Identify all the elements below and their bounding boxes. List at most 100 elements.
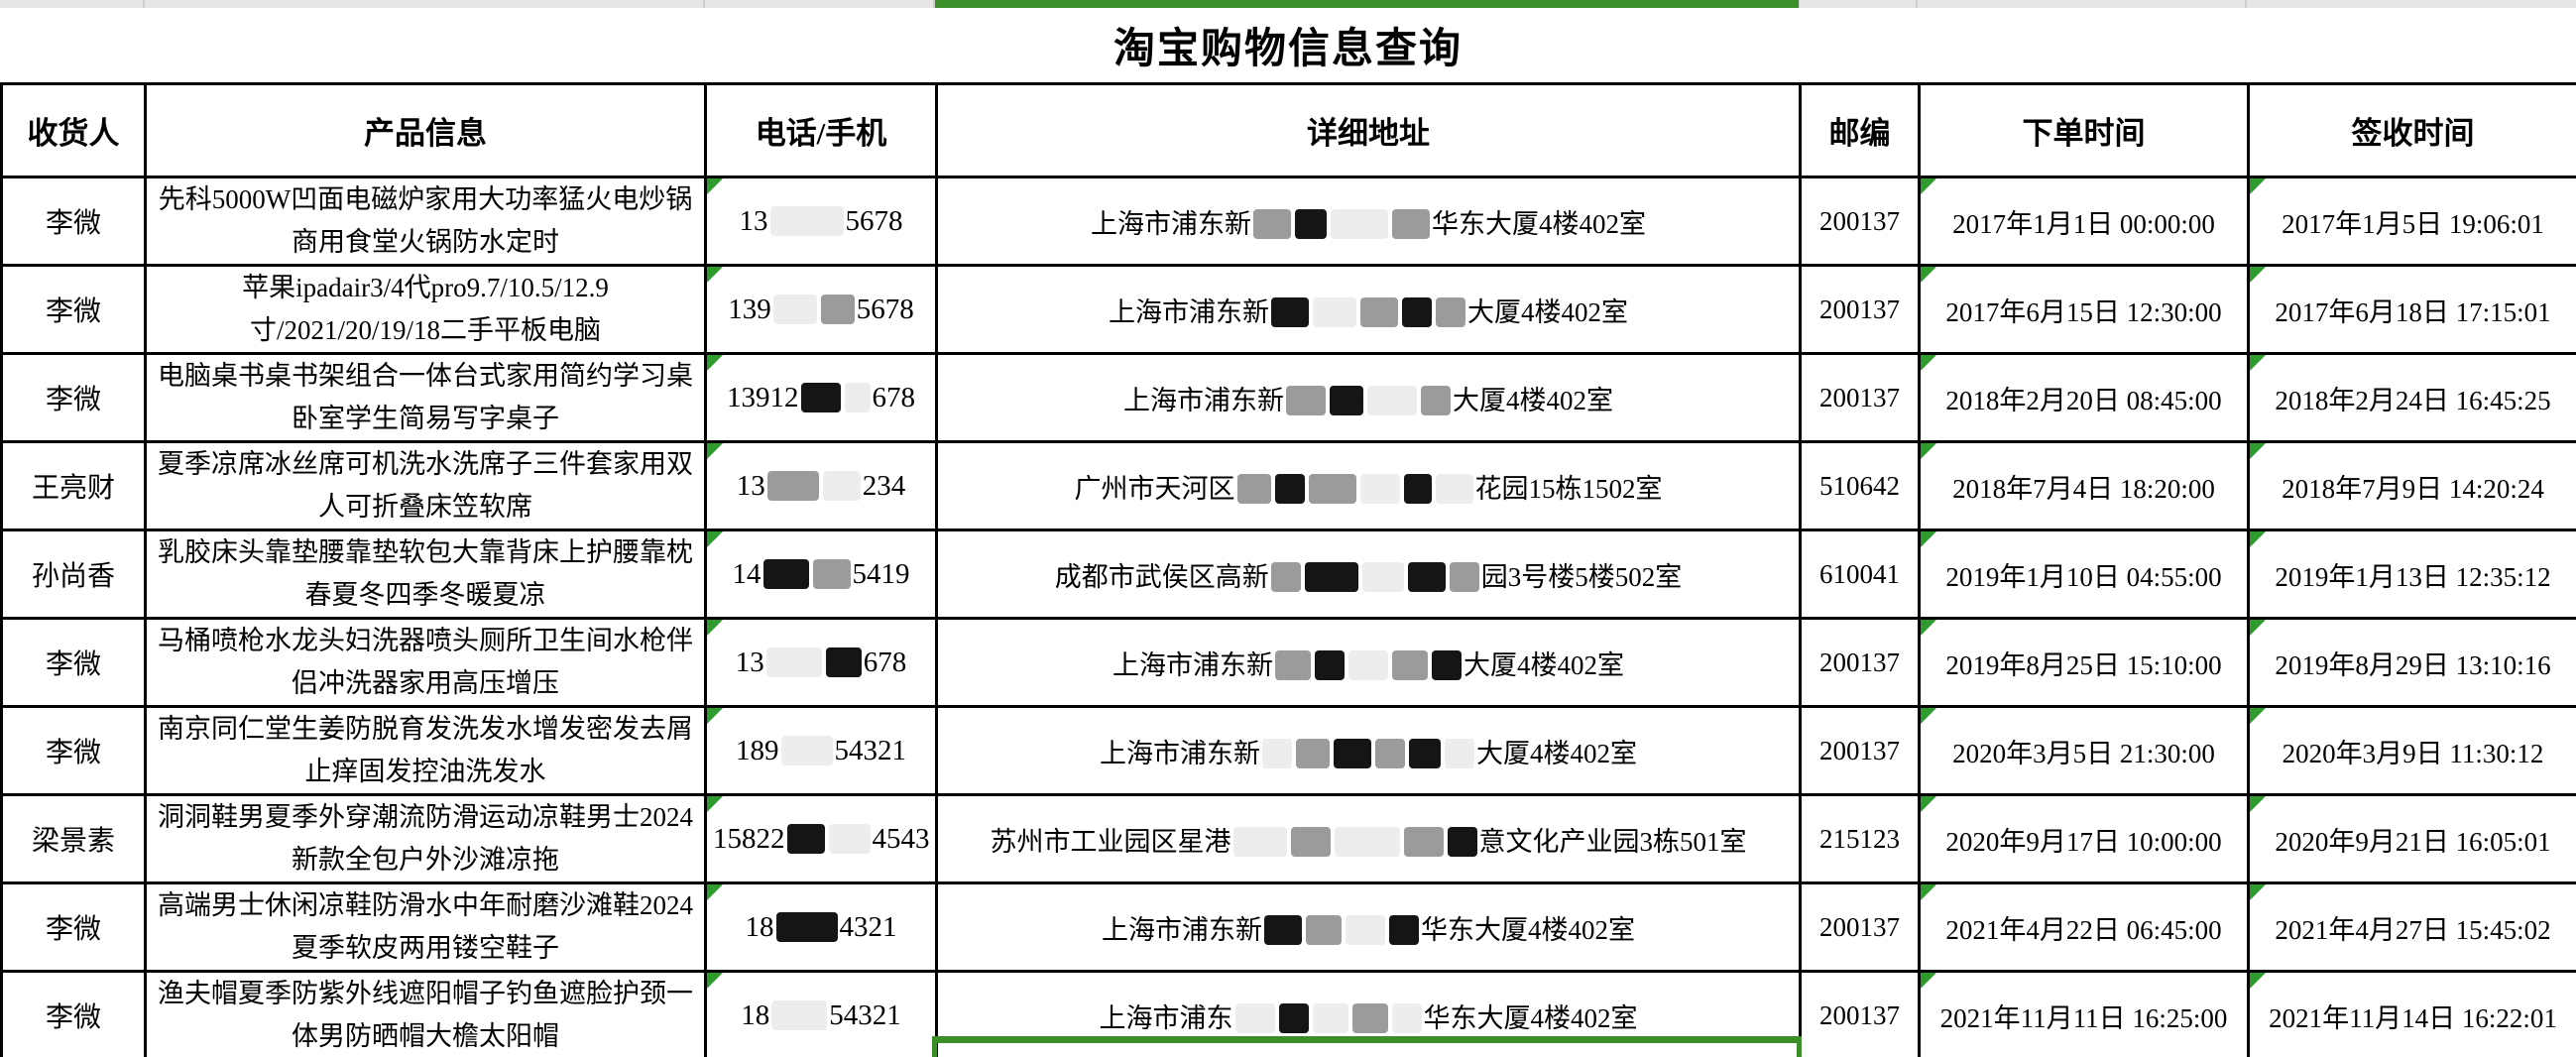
cell-sign-time[interactable]: 2018年2月24日 16:45:25 [2247,352,2576,443]
cell-order-time[interactable]: 2020年3月5日 21:30:00 [1918,705,2250,796]
visible-text: 大厦4楼402室 [1476,738,1637,768]
cell-zip[interactable]: 200137 [1799,970,1921,1057]
table-row: 李微 马桶喷枪水龙头妇洗器喷头厕所卫生间水枪伴侣冲洗器家用高压增压 13 678 上海市… [0,617,2576,708]
cell-sign-time[interactable]: 2021年4月27日 15:45:02 [2247,881,2576,973]
cell-address[interactable]: 上海市浦东 华东大厦4楼402室 [935,970,1802,1057]
cell-zip[interactable]: 200137 [1799,705,1921,796]
cell-phone[interactable]: 15822 4543 [704,793,938,884]
cell-product[interactable]: 夏季凉席冰丝席可机洗水洗席子三件套家用双人可折叠床笠软席 [144,440,707,531]
visible-text: 2019年1月10日 04:55:00 [1945,561,2222,592]
selected-column-indicator [935,0,1799,8]
visible-text: 成都市武侯区高新 [1054,561,1269,592]
cell-address[interactable]: 上海市浦东新 大厦4楼402室 [935,264,1802,355]
column-separator [143,0,145,8]
cell-order-time[interactable]: 2020年9月17日 10:00:00 [1918,793,2250,884]
cell-address[interactable]: 上海市浦东新 华东大厦4楼402室 [935,176,1802,267]
cell-recipient[interactable]: 梁景素 [0,793,147,884]
col-header-zip[interactable]: 邮编 [1799,82,1921,178]
cell-address[interactable]: 广州市天河区 花园15栋1502室 [935,440,1802,531]
cell-recipient[interactable]: 李微 [0,176,147,267]
visible-text: 2018年2月24日 16:45:25 [2275,385,2551,415]
cell-phone[interactable]: 139 5678 [704,264,938,355]
cell-address[interactable]: 苏州市工业园区星港 意文化产业园3栋501室 [935,793,1802,884]
cell-recipient[interactable]: 李微 [0,881,147,973]
cell-product[interactable]: 电脑桌书桌书架组合一体台式家用简约学习桌卧室学生简易写字桌子 [144,352,707,443]
visible-text: 华东大厦4楼402室 [1432,208,1646,239]
col-header-recipient[interactable]: 收货人 [0,82,147,178]
redaction-box [1234,1002,1275,1033]
cell-address[interactable]: 上海市浦东新 大厦4楼402室 [935,352,1802,443]
col-header-sign-time[interactable]: 签收时间 [2247,82,2576,178]
cell-product[interactable]: 高端男士休闲凉鞋防滑水中年耐磨沙滩鞋2024夏季软皮两用镂空鞋子 [144,881,707,973]
redaction-box [1407,561,1446,592]
redaction-box [1304,561,1358,592]
cell-zip[interactable]: 200137 [1799,617,1921,708]
visible-text: 13 [736,469,765,502]
cell-product[interactable]: 渔夫帽夏季防紫外线遮阳帽子钓鱼遮脸护颈一体男防晒帽大檐太阳帽 [144,970,707,1057]
cell-sign-time[interactable]: 2020年3月9日 11:30:12 [2247,705,2576,796]
col-header-product[interactable]: 产品信息 [144,82,707,178]
cell-product[interactable]: 乳胶床头靠垫腰靠垫软包大靠背床上护腰靠枕春夏冬四季冬暖夏凉 [144,528,707,620]
redaction-box [1334,826,1400,857]
cell-phone[interactable]: 18 54321 [704,970,938,1057]
cell-order-time[interactable]: 2018年2月20日 08:45:00 [1918,352,2250,443]
cell-zip[interactable]: 610041 [1799,528,1921,620]
cell-phone[interactable]: 18 4321 [704,881,938,973]
visible-text: 上海市浦东新 [1109,296,1269,327]
page-title[interactable]: 淘宝购物信息查询 [1112,27,1463,72]
cell-address[interactable]: 成都市武侯区高新 园3号楼5楼502室 [935,528,1802,620]
cell-phone[interactable]: 13 678 [704,617,938,708]
cell-address[interactable]: 上海市浦东新 华东大厦4楼402室 [935,881,1802,973]
redaction-box [1262,738,1292,768]
cell-recipient[interactable]: 李微 [0,264,147,355]
visible-text: 13912 [727,381,799,413]
cell-sign-time[interactable]: 2017年6月18日 17:15:01 [2247,264,2576,355]
redaction-box [1351,1002,1388,1033]
visible-text: 234 [862,469,906,502]
cell-product[interactable]: 马桶喷枪水龙头妇洗器喷头厕所卫生间水枪伴侣冲洗器家用高压增压 [144,617,707,708]
cell-sign-time[interactable]: 2020年9月21日 16:05:01 [2247,793,2576,884]
cell-phone[interactable]: 13 234 [704,440,938,531]
cell-zip[interactable]: 200137 [1799,881,1921,973]
cell-sign-time[interactable]: 2017年1月5日 19:06:01 [2247,176,2576,267]
cell-address[interactable]: 上海市浦东新 大厦4楼402室 [935,617,1802,708]
cell-product[interactable]: 先科5000W凹面电磁炉家用大功率猛火电炒锅商用食堂火锅防水定时 [144,176,707,267]
cell-phone[interactable]: 14 5419 [704,528,938,620]
cell-sign-time[interactable]: 2019年8月29日 13:10:16 [2247,617,2576,708]
cell-zip[interactable]: 200137 [1799,352,1921,443]
cell-product[interactable]: 南京同仁堂生姜防脱育发洗发水增发密发去屑止痒固发控油洗发水 [144,705,707,796]
cell-order-time[interactable]: 2018年7月4日 18:20:00 [1918,440,2250,531]
cell-order-time[interactable]: 2019年1月10日 04:55:00 [1918,528,2250,620]
error-indicator-triangle [708,709,723,724]
cell-product[interactable]: 洞洞鞋男夏季外穿潮流防滑运动凉鞋男士2024新款全包户外沙滩凉拖 [144,793,707,884]
col-header-address[interactable]: 详细地址 [935,82,1802,178]
cell-zip[interactable]: 215123 [1799,793,1921,884]
cell-zip[interactable]: 510642 [1799,440,1921,531]
cell-phone[interactable]: 13912 678 [704,352,938,443]
cell-phone[interactable]: 189 54321 [704,705,938,796]
cell-recipient[interactable]: 李微 [0,617,147,708]
cell-sign-time[interactable]: 2018年7月9日 14:20:24 [2247,440,2576,531]
cell-order-time[interactable]: 2017年1月1日 00:00:00 [1918,176,2250,267]
visible-text: 2020年3月9日 11:30:12 [2282,738,2544,768]
error-indicator-triangle [2251,532,2266,547]
cell-order-time[interactable]: 2017年6月15日 12:30:00 [1918,264,2250,355]
cell-order-time[interactable]: 2021年4月22日 06:45:00 [1918,881,2250,973]
cell-sign-time[interactable]: 2019年1月13日 12:35:12 [2247,528,2576,620]
cell-recipient[interactable]: 李微 [0,352,147,443]
cell-recipient[interactable]: 李微 [0,705,147,796]
cell-phone[interactable]: 13 5678 [704,176,938,267]
cell-order-time[interactable]: 2021年11月11日 16:25:00 [1918,970,2250,1057]
cell-sign-time[interactable]: 2021年11月14日 16:22:01 [2247,970,2576,1057]
cell-zip[interactable]: 200137 [1799,176,1921,267]
cell-address[interactable]: 上海市浦东新 大厦4楼402室 [935,705,1802,796]
cell-order-time[interactable]: 2019年8月25日 15:10:00 [1918,617,2250,708]
col-header-order-time[interactable]: 下单时间 [1918,82,2250,178]
cell-recipient[interactable]: 孙尚香 [0,528,147,620]
redaction-box [1367,385,1417,415]
cell-zip[interactable]: 200137 [1799,264,1921,355]
col-header-phone[interactable]: 电话/手机 [704,82,938,178]
cell-recipient[interactable]: 王亮财 [0,440,147,531]
cell-product[interactable]: 苹果ipadair3/4代pro9.7/10.5/12.9寸/2021/20/1… [144,264,707,355]
cell-recipient[interactable]: 李微 [0,970,147,1057]
